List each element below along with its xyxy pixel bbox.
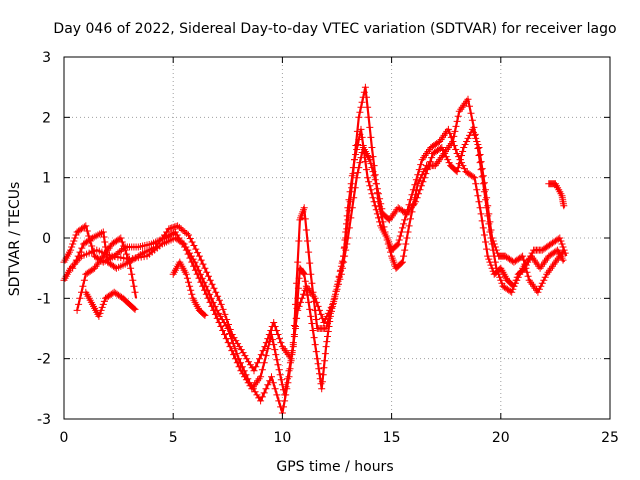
series-markers — [545, 180, 568, 210]
series-track-e — [82, 288, 139, 320]
y-tick-label: 1 — [42, 171, 51, 187]
plot-series — [60, 83, 569, 417]
y-tick-label: 3 — [42, 50, 51, 66]
y-axis-label: SDTVAR / TECUs — [7, 182, 23, 297]
x-tick-label: 15 — [383, 430, 401, 446]
y-tick-label: -2 — [37, 352, 51, 368]
series-markers — [69, 125, 567, 375]
x-tick-label: 5 — [169, 430, 178, 446]
y-tick-label: -1 — [37, 291, 51, 307]
series-track-f — [169, 258, 209, 319]
grid — [64, 57, 610, 419]
series-track-d — [73, 234, 139, 314]
x-tick-label: 25 — [601, 430, 619, 446]
series-markers — [60, 125, 567, 417]
chart-title: Day 046 of 2022, Sidereal Day-to-day VTE… — [53, 21, 616, 37]
series-track-a — [60, 125, 567, 417]
series-markers — [73, 234, 139, 314]
series-trace — [63, 128, 566, 415]
x-axis-label: GPS time / hours — [276, 459, 393, 475]
y-tick-label: 2 — [42, 110, 51, 126]
x-tick-label: 10 — [273, 430, 291, 446]
x-tick-label: 20 — [492, 430, 510, 446]
axis-ticks — [63, 56, 611, 420]
series-track-g — [545, 180, 568, 210]
series-markers — [82, 288, 139, 320]
series-markers — [169, 258, 209, 319]
x-tick-label: 0 — [60, 430, 69, 446]
y-tick-labels: -3 -2 -1 0 1 2 3 — [37, 50, 51, 428]
y-tick-label: 0 — [42, 231, 51, 247]
series-track-c — [69, 125, 567, 375]
x-tick-labels: 0 5 10 15 20 25 — [60, 430, 619, 446]
y-tick-label: -3 — [37, 412, 51, 428]
